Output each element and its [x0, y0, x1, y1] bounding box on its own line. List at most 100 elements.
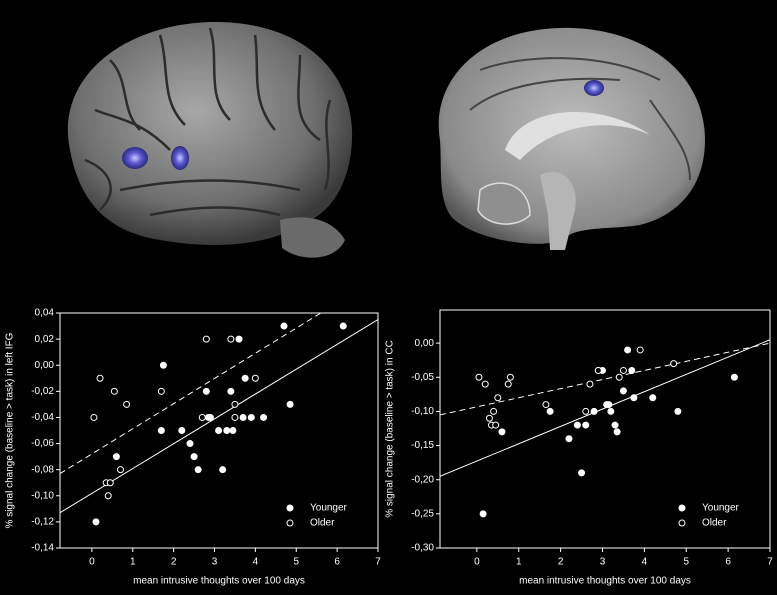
point	[231, 413, 239, 421]
legend-marker	[678, 504, 686, 512]
point	[605, 401, 613, 409]
point	[178, 427, 186, 434]
x-tick-label: 2	[171, 557, 177, 568]
x-tick-label: 0	[474, 557, 480, 568]
point	[219, 466, 227, 474]
point	[475, 373, 483, 381]
point	[506, 373, 514, 381]
point	[674, 407, 682, 415]
point	[624, 346, 632, 354]
point	[92, 518, 100, 526]
point	[227, 335, 235, 343]
x-tick-label: 4	[253, 557, 259, 568]
point	[573, 421, 581, 429]
point	[490, 407, 498, 415]
point	[202, 335, 210, 343]
x-tick-label: 7	[375, 557, 381, 568]
point	[112, 453, 120, 461]
y-tick-label: 0,00	[415, 338, 435, 349]
point	[90, 413, 98, 421]
x-tick-label: 0	[89, 557, 95, 568]
point	[619, 387, 627, 395]
point	[494, 394, 502, 402]
point	[231, 400, 239, 408]
point	[586, 380, 594, 388]
y-axis-label: % signal change (baseline > task) in CC	[385, 340, 396, 518]
point	[504, 380, 512, 388]
plot-frame	[439, 309, 771, 549]
x-tick-label: 6	[725, 557, 731, 568]
point	[607, 407, 615, 415]
y-tick-label: 0,02	[35, 334, 55, 345]
legend-marker	[286, 519, 294, 527]
point	[106, 479, 114, 487]
x-tick-label: 1	[516, 557, 522, 568]
point	[241, 374, 249, 382]
point	[247, 413, 255, 421]
point	[590, 407, 598, 415]
x-tick-label: 1	[130, 557, 136, 568]
y-tick-label: -0,05	[411, 372, 434, 383]
point	[202, 387, 210, 395]
legend-label: Younger	[310, 503, 348, 514]
y-tick-label: -0,30	[411, 543, 434, 554]
trend-line	[60, 313, 322, 475]
y-tick-label: -0,04	[31, 412, 54, 423]
point	[280, 322, 288, 330]
x-tick-label: 4	[642, 557, 648, 568]
point	[104, 492, 112, 500]
point	[730, 373, 738, 381]
point	[485, 414, 493, 422]
point	[223, 427, 231, 434]
point	[481, 380, 489, 388]
y-tick-label: -0,02	[31, 386, 54, 397]
point	[229, 427, 237, 434]
point	[235, 335, 243, 343]
point	[194, 466, 202, 474]
y-tick-label: -0,08	[31, 464, 54, 475]
y-tick-label: 0,00	[35, 360, 55, 371]
point	[565, 435, 573, 443]
point	[649, 394, 657, 402]
point	[159, 361, 167, 369]
x-tick-label: 3	[600, 557, 606, 568]
x-axis-label: mean intrusive thoughts over 100 days	[133, 576, 305, 587]
x-tick-label: 5	[683, 557, 689, 568]
point	[492, 421, 500, 429]
point	[123, 400, 131, 408]
point	[613, 428, 621, 436]
point	[594, 366, 602, 374]
point	[206, 413, 214, 421]
brain-sagittal	[438, 27, 705, 250]
point	[251, 374, 259, 382]
plot-frame	[59, 312, 379, 549]
point	[636, 346, 644, 354]
legend-label: Younger	[702, 503, 740, 514]
legend-label: Older	[702, 518, 727, 529]
point	[116, 466, 124, 474]
point	[260, 413, 268, 421]
point	[286, 400, 294, 408]
y-tick-label: -0,25	[411, 508, 434, 519]
y-tick-label: -0,14	[31, 543, 54, 554]
y-tick-label: -0,10	[411, 406, 434, 417]
legend-label: Older	[310, 518, 335, 529]
y-tick-label: -0,10	[31, 490, 54, 501]
point	[227, 387, 235, 395]
point	[542, 401, 550, 409]
point	[239, 413, 247, 421]
x-tick-label: 2	[558, 557, 564, 568]
point	[619, 366, 627, 374]
trend-line	[440, 342, 770, 416]
y-tick-label: -0,20	[411, 474, 434, 485]
x-tick-label: 6	[334, 557, 340, 568]
y-tick-label: -0,12	[31, 517, 54, 528]
y-tick-label: -0,15	[411, 440, 434, 451]
y-tick-label: 0,04	[35, 308, 55, 319]
point	[215, 427, 223, 434]
point	[498, 428, 506, 436]
point	[628, 366, 636, 374]
x-axis-label: mean intrusive thoughts over 100 days	[519, 576, 691, 587]
point	[611, 421, 619, 429]
